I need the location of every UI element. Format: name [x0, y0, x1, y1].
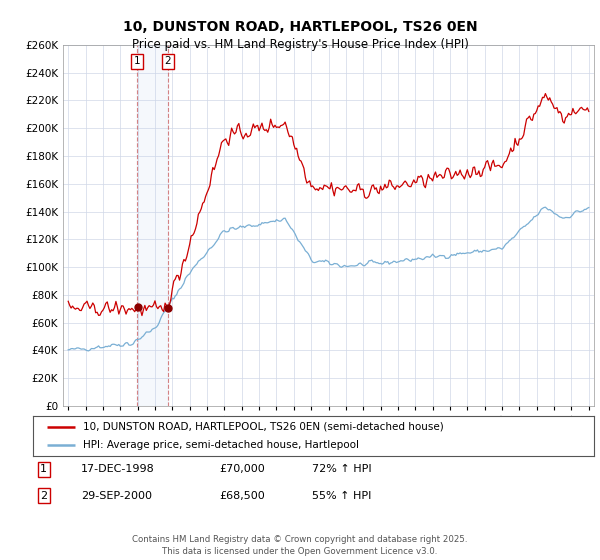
Text: 1: 1 [40, 464, 47, 474]
Text: 10, DUNSTON ROAD, HARTLEPOOL, TS26 0EN (semi-detached house): 10, DUNSTON ROAD, HARTLEPOOL, TS26 0EN (… [83, 422, 444, 432]
Text: 2: 2 [40, 491, 47, 501]
Text: 2: 2 [164, 57, 171, 67]
Bar [137, 45, 168, 406]
Text: 72% ↑ HPI: 72% ↑ HPI [312, 464, 371, 474]
Text: 17-DEC-1998: 17-DEC-1998 [81, 464, 155, 474]
Text: £68,500: £68,500 [219, 491, 265, 501]
Text: 10, DUNSTON ROAD, HARTLEPOOL, TS26 0EN: 10, DUNSTON ROAD, HARTLEPOOL, TS26 0EN [122, 20, 478, 34]
Text: £70,000: £70,000 [219, 464, 265, 474]
Text: Price paid vs. HM Land Registry's House Price Index (HPI): Price paid vs. HM Land Registry's House … [131, 38, 469, 50]
Text: Contains HM Land Registry data © Crown copyright and database right 2025.
This d: Contains HM Land Registry data © Crown c… [132, 535, 468, 556]
Text: 55% ↑ HPI: 55% ↑ HPI [312, 491, 371, 501]
Text: 1: 1 [134, 57, 140, 67]
Text: 29-SEP-2000: 29-SEP-2000 [81, 491, 152, 501]
Text: HPI: Average price, semi-detached house, Hartlepool: HPI: Average price, semi-detached house,… [83, 440, 359, 450]
